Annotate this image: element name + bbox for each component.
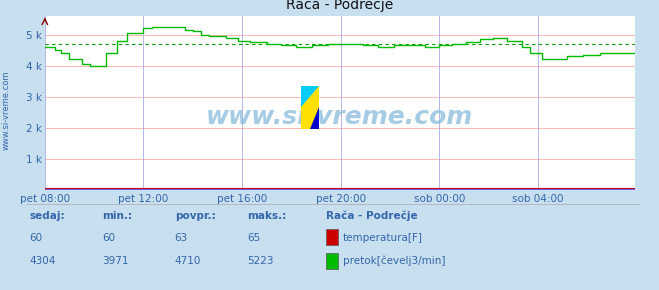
Text: 5223: 5223 [247,256,273,267]
Title: Rača - Podrečje: Rača - Podrečje [286,0,393,12]
Text: 4710: 4710 [175,256,201,267]
Text: www.si-vreme.com: www.si-vreme.com [2,70,11,150]
Text: 65: 65 [247,233,260,243]
Text: 63: 63 [175,233,188,243]
Text: www.si-vreme.com: www.si-vreme.com [206,105,473,129]
Text: Rača - Podrečje: Rača - Podrečje [326,211,418,221]
Text: temperatura[F]: temperatura[F] [343,233,422,243]
Text: 60: 60 [30,233,43,243]
Bar [301,86,319,129]
Text: 3971: 3971 [102,256,129,267]
Text: maks.:: maks.: [247,211,287,221]
Polygon shape [310,107,319,129]
Text: sedaj:: sedaj: [30,211,65,221]
Text: 60: 60 [102,233,115,243]
Polygon shape [301,86,319,107]
Text: povpr.:: povpr.: [175,211,215,221]
Text: 4304: 4304 [30,256,56,267]
Text: min.:: min.: [102,211,132,221]
Text: pretok[čevelj3/min]: pretok[čevelj3/min] [343,256,445,267]
